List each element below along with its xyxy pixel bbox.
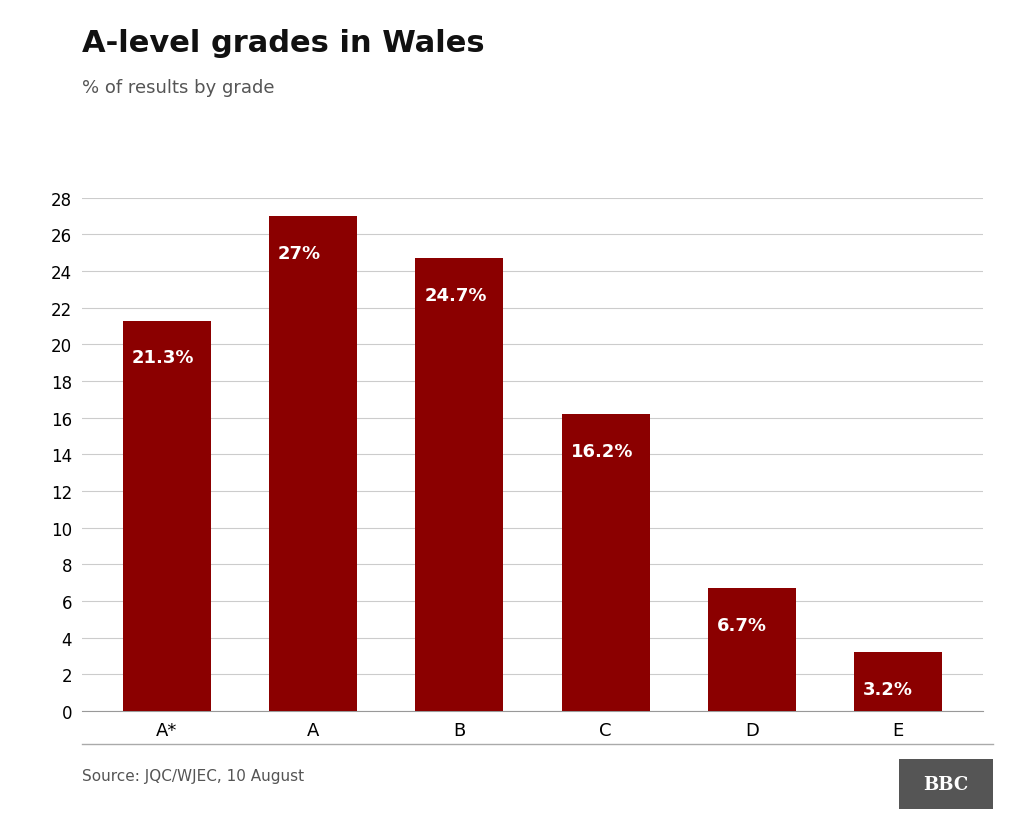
Bar bbox=[562, 414, 649, 711]
Text: 3.2%: 3.2% bbox=[863, 680, 913, 698]
Text: 21.3%: 21.3% bbox=[132, 349, 195, 366]
Text: A-level grades in Wales: A-level grades in Wales bbox=[82, 29, 484, 58]
Text: 24.7%: 24.7% bbox=[424, 286, 486, 304]
Text: Source: JQC/WJEC, 10 August: Source: JQC/WJEC, 10 August bbox=[82, 768, 304, 783]
Text: 27%: 27% bbox=[278, 244, 322, 262]
Bar bbox=[708, 589, 796, 711]
Bar bbox=[123, 321, 211, 711]
Bar bbox=[416, 259, 503, 711]
Bar bbox=[854, 653, 942, 711]
Text: % of results by grade: % of results by grade bbox=[82, 79, 274, 97]
Text: 16.2%: 16.2% bbox=[570, 442, 633, 460]
Text: BBC: BBC bbox=[924, 775, 969, 793]
Bar bbox=[269, 217, 357, 711]
Text: 6.7%: 6.7% bbox=[717, 616, 767, 634]
